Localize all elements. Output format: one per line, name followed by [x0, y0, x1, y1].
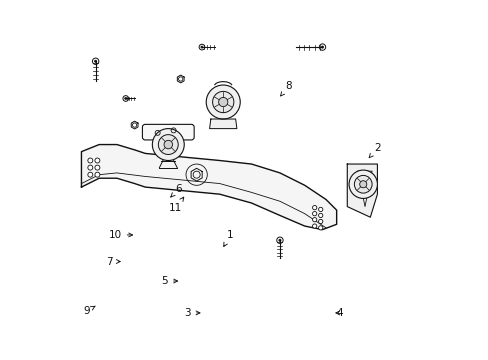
Circle shape — [152, 129, 184, 161]
Text: 4: 4 — [335, 308, 343, 318]
Circle shape — [348, 170, 377, 198]
Text: 6: 6 — [170, 184, 182, 197]
Text: 7: 7 — [106, 257, 120, 266]
FancyBboxPatch shape — [142, 124, 194, 140]
Circle shape — [88, 172, 93, 177]
Text: 1: 1 — [224, 230, 233, 247]
Circle shape — [318, 226, 322, 230]
Circle shape — [318, 213, 322, 217]
Text: 3: 3 — [184, 308, 200, 318]
Text: 5: 5 — [161, 276, 177, 286]
Circle shape — [218, 98, 227, 107]
Text: 10: 10 — [108, 230, 132, 240]
Circle shape — [312, 217, 316, 222]
Circle shape — [158, 135, 178, 154]
Circle shape — [94, 60, 97, 62]
Circle shape — [201, 46, 203, 48]
Circle shape — [124, 98, 126, 100]
Circle shape — [321, 46, 323, 48]
Polygon shape — [346, 164, 377, 217]
Circle shape — [163, 140, 172, 149]
Circle shape — [318, 207, 322, 212]
Circle shape — [312, 224, 316, 228]
Circle shape — [88, 158, 93, 163]
Circle shape — [318, 219, 322, 224]
Circle shape — [359, 181, 366, 188]
Circle shape — [354, 175, 371, 193]
Text: 11: 11 — [168, 197, 183, 213]
Circle shape — [312, 206, 316, 210]
Circle shape — [95, 172, 100, 177]
Text: 8: 8 — [280, 81, 291, 96]
Circle shape — [212, 91, 233, 113]
Text: 9: 9 — [83, 306, 95, 316]
Polygon shape — [81, 145, 336, 230]
Circle shape — [95, 165, 100, 170]
Circle shape — [95, 158, 100, 163]
Circle shape — [88, 165, 93, 170]
Circle shape — [312, 212, 316, 216]
Text: 2: 2 — [368, 143, 380, 158]
Circle shape — [206, 85, 240, 119]
Polygon shape — [209, 119, 236, 129]
Circle shape — [278, 239, 281, 241]
